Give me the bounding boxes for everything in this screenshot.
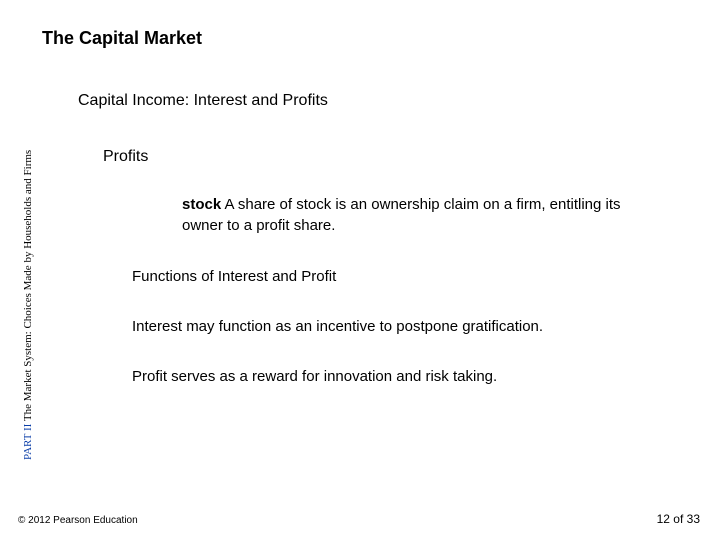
definition-block: stock A share of stock is an ownership c… [182,194,652,236]
definition-term: stock [182,196,221,213]
subsection-heading: Profits [103,148,148,166]
page-total: 33 [687,512,700,526]
definition-text: A share of stock is an ownership claim o… [182,196,621,234]
section-subtitle: Capital Income: Interest and Profits [78,92,328,110]
page-title: The Capital Market [42,28,202,49]
page-sep: of [670,512,687,526]
body-text-profit: Profit serves as a reward for innovation… [132,368,497,385]
page-number: 12 of 33 [657,512,700,526]
sidebar-rest: The Market System: Choices Made by House… [22,150,34,421]
page-current: 12 [657,512,670,526]
copyright-text: © 2012 Pearson Education [18,515,138,526]
sidebar-label: PART II The Market System: Choices Made … [22,150,34,460]
sidebar-part: PART II [22,421,34,460]
functions-heading: Functions of Interest and Profit [132,268,336,285]
body-text-interest: Interest may function as an incentive to… [132,318,543,335]
